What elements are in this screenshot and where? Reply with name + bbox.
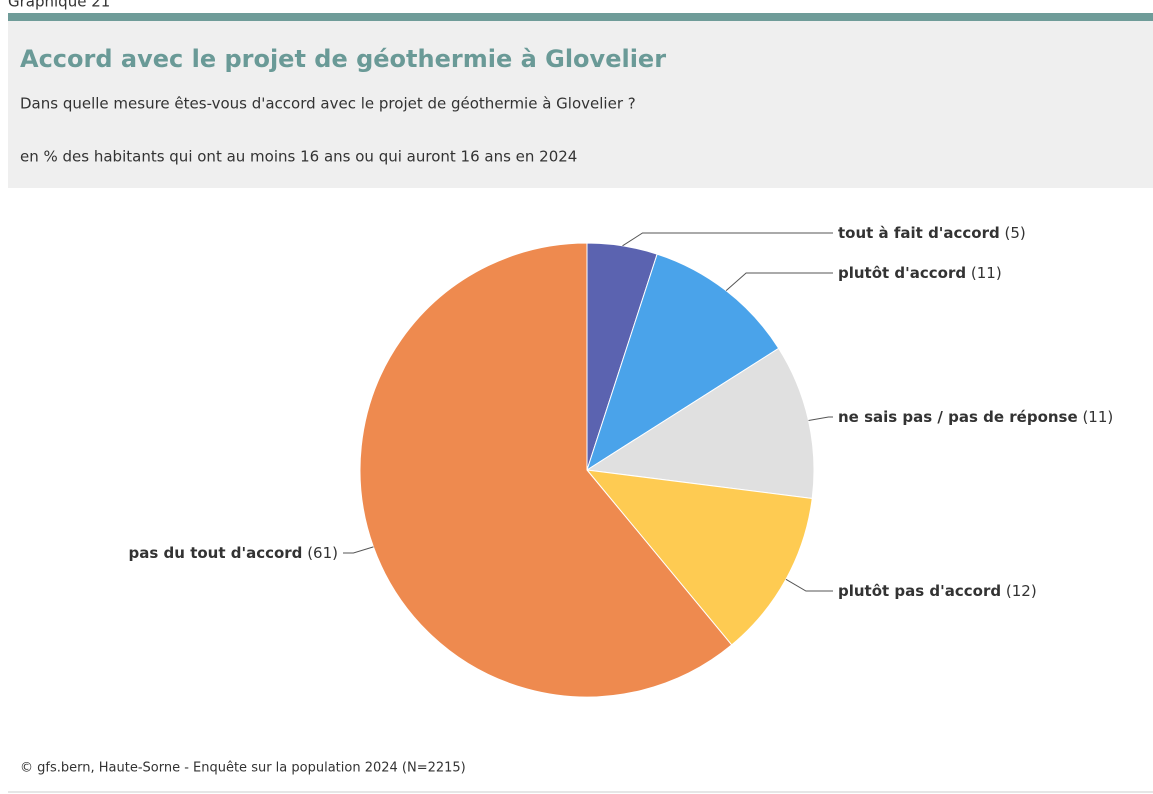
slice-name: pas du tout d'accord <box>129 544 303 562</box>
slice-label: plutôt pas d'accord (12) <box>838 582 1037 600</box>
chart-title: Accord avec le projet de géothermie à Gl… <box>20 45 666 73</box>
slice-value: (12) <box>1006 582 1037 600</box>
subtitle: Dans quelle mesure êtes-vous d'accord av… <box>20 95 636 113</box>
slice-label: tout à fait d'accord (5) <box>838 224 1026 242</box>
slice-label: ne sais pas / pas de réponse (11) <box>838 408 1113 426</box>
slice-name: tout à fait d'accord <box>838 224 1000 242</box>
slice-name: ne sais pas / pas de réponse <box>838 408 1078 426</box>
slice-value: (5) <box>1005 224 1026 242</box>
slice-label: pas du tout d'accord (61) <box>129 544 338 562</box>
leader-line <box>343 546 374 554</box>
leader-line <box>785 578 833 592</box>
pie-slice <box>586 253 780 472</box>
slice-value: (11) <box>1082 408 1113 426</box>
slice-value: (61) <box>307 544 338 562</box>
slice-label: plutôt d'accord (11) <box>838 264 1002 282</box>
slice-name: plutôt d'accord <box>838 264 966 282</box>
slice-name: plutôt pas d'accord <box>838 582 1001 600</box>
header-box <box>8 21 1153 188</box>
leader-line <box>622 232 833 247</box>
leader-line <box>808 416 833 421</box>
note: en % des habitants qui ont au moins 16 a… <box>20 148 577 166</box>
figure-label: Graphique 21 <box>8 0 110 11</box>
slice-value: (11) <box>971 264 1002 282</box>
leader-line <box>725 272 833 292</box>
source: © gfs.bern, Haute-Sorne - Enquête sur la… <box>20 761 466 776</box>
pie-slice <box>585 469 813 646</box>
header-bar <box>8 13 1153 21</box>
pie-slice <box>585 347 815 500</box>
